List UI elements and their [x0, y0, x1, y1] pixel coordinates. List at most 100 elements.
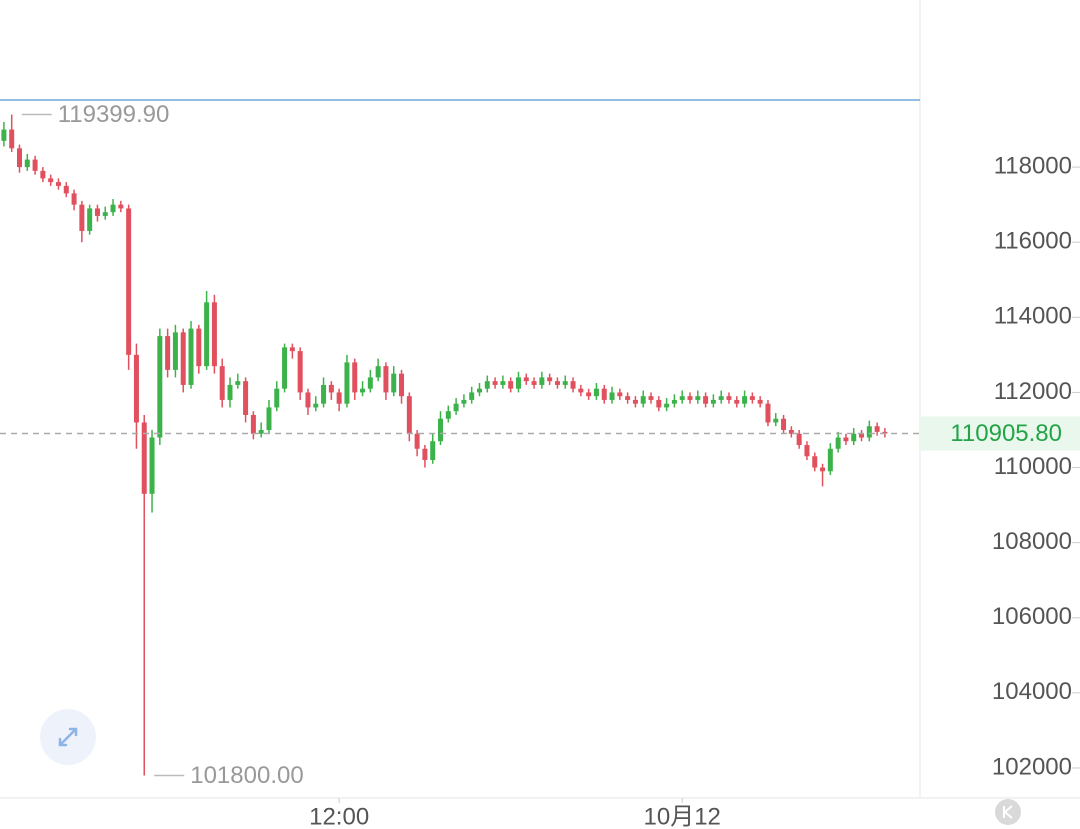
candle-body [32, 159, 38, 171]
candle-body [726, 396, 732, 400]
candle-body [266, 407, 272, 430]
candle-body [40, 170, 46, 179]
candle-body [679, 396, 685, 400]
candle-body [102, 212, 108, 216]
candle-body [297, 351, 303, 393]
candle-body [157, 336, 163, 438]
candle-body [749, 396, 755, 400]
candle-body [9, 129, 15, 149]
candle-body [773, 418, 779, 423]
candle-body [476, 388, 482, 393]
last-price-box [920, 416, 1080, 451]
candle-body [94, 208, 100, 216]
last-price-label: 110905.80 [950, 420, 1062, 447]
y-tick-label: 104000 [992, 678, 1072, 705]
candle-body [515, 377, 521, 389]
candle-body [648, 396, 654, 400]
candle-body [835, 437, 841, 449]
x-tick-label: 10月12 [644, 803, 721, 829]
candle-body [827, 448, 833, 472]
candle-body [523, 377, 529, 382]
candle-body [500, 381, 506, 385]
y-tick-label: 116000 [994, 228, 1072, 255]
candle-body [640, 396, 646, 404]
candle-body [126, 208, 132, 355]
candle-body [87, 208, 93, 231]
candle-body [414, 433, 420, 449]
candle-body [703, 396, 709, 404]
candle-body [219, 366, 225, 400]
candle-body [438, 418, 444, 442]
candle-body [617, 392, 623, 397]
candle-body [149, 437, 155, 494]
candle-body [874, 426, 880, 432]
marker-label: 101800.00 [190, 762, 303, 789]
candle-body [55, 182, 61, 186]
candle-body [71, 193, 77, 205]
candle-body [289, 347, 295, 352]
candle-body [812, 456, 818, 468]
candle-body [48, 178, 54, 183]
candle-body [243, 381, 249, 415]
candle-body [196, 328, 202, 367]
candle-body [554, 381, 560, 385]
candle-body [24, 159, 30, 168]
candle-body [710, 399, 716, 404]
candle-body [235, 381, 241, 385]
candle-body [399, 373, 405, 397]
candle-body [110, 204, 116, 213]
candle-body [570, 381, 576, 389]
y-tick-label: 102000 [992, 753, 1072, 780]
k-icon[interactable] [1003, 805, 1013, 819]
y-tick-label: 114000 [994, 303, 1072, 330]
x-tick-label: 12:00 [309, 803, 369, 829]
marker-label: 119399.90 [58, 101, 170, 128]
candle-body [804, 445, 810, 457]
candle-body [734, 399, 740, 404]
candle-body [453, 403, 459, 412]
candle-body [313, 403, 319, 408]
candle-body [609, 392, 615, 400]
k-button[interactable] [995, 799, 1021, 825]
candle-body [16, 148, 22, 168]
k-circle[interactable] [995, 799, 1021, 825]
candle-body [344, 362, 350, 404]
candle-body [282, 347, 288, 389]
candle-body [796, 433, 802, 446]
candle-body [484, 381, 490, 389]
candle-body [430, 441, 436, 461]
candle-body [851, 433, 857, 442]
candle-body [508, 381, 514, 389]
y-tick-label: 112000 [994, 378, 1072, 405]
candle-body [742, 396, 748, 404]
candle-body [375, 366, 381, 378]
candle-body [79, 204, 85, 231]
expand-icon[interactable] [58, 727, 78, 747]
candle-body [866, 426, 872, 438]
candle-body [336, 392, 342, 404]
candle-body [781, 418, 787, 430]
candle-body [360, 388, 366, 393]
candle-body [250, 414, 256, 434]
expand-button[interactable] [40, 709, 96, 765]
candle-body [531, 381, 537, 385]
candle-body [305, 392, 311, 408]
candle-body [274, 388, 280, 408]
candle-body [211, 302, 217, 367]
candle-body [172, 332, 178, 370]
candle-body [695, 396, 701, 400]
candle-body [461, 399, 467, 404]
candle-body [788, 429, 794, 434]
candle-body [1, 129, 7, 141]
candle-body [547, 377, 553, 382]
candle-body [656, 399, 662, 408]
candle-body [578, 388, 584, 393]
candle-body [141, 422, 147, 494]
candle-body [765, 403, 771, 423]
y-tick-label: 118000 [994, 152, 1072, 179]
candle-body [469, 392, 475, 400]
candle-body [539, 377, 545, 385]
candle-body [391, 373, 397, 393]
